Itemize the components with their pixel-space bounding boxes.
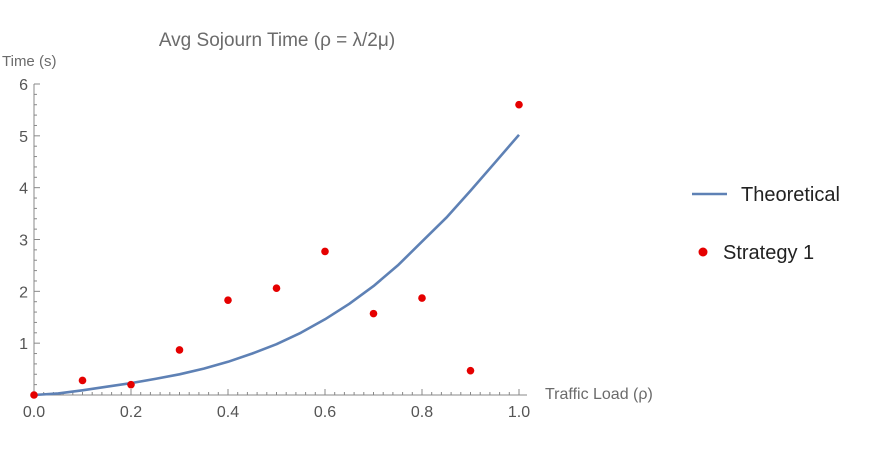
data-point-strategy-1 <box>30 391 38 399</box>
data-point-strategy-1 <box>272 284 281 293</box>
x-tick-label: 0.2 <box>120 404 142 421</box>
legend: Theoretical Strategy 1 <box>692 184 840 264</box>
x-axis-label: Traffic Load (ρ) <box>545 386 653 403</box>
y-tick-label: 1 <box>19 336 28 353</box>
legend-marker-strategy-1 <box>698 247 708 257</box>
y-tick-label: 5 <box>19 129 28 146</box>
y-tick-label: 6 <box>19 77 28 94</box>
data-point-strategy-1 <box>175 346 184 354</box>
legend-label-strategy-1: Strategy 1 <box>723 242 814 264</box>
data-point-strategy-1 <box>418 294 426 302</box>
x-tick-label: 0.0 <box>23 404 45 421</box>
axes-group: 0.0 0.2 0.4 0.6 0.8 1.0 1 2 3 4 5 6 <box>19 77 530 421</box>
chart-title: Avg Sojourn Time (ρ = λ/2μ) <box>159 30 395 51</box>
x-tick-label: 0.8 <box>411 404 433 421</box>
plot-area <box>30 100 523 399</box>
data-point-strategy-1 <box>321 247 329 256</box>
y-axis-label: Time (s) <box>2 53 56 70</box>
y-tick-label: 2 <box>19 284 28 301</box>
x-tick-label: 0.4 <box>217 404 239 421</box>
data-point-strategy-1 <box>466 366 475 375</box>
data-point-strategy-1 <box>515 100 523 109</box>
series-line-theoretical <box>33 133 520 397</box>
y-tick-label: 3 <box>19 233 28 250</box>
data-point-strategy-1 <box>78 376 87 385</box>
legend-label-theoretical: Theoretical <box>741 184 840 206</box>
data-point-strategy-1 <box>369 309 378 318</box>
data-point-strategy-1 <box>224 296 232 304</box>
x-tick-label: 0.6 <box>314 404 336 421</box>
x-tick-label: 1.0 <box>508 404 530 421</box>
y-tick-label: 4 <box>19 181 28 198</box>
data-point-strategy-1 <box>127 380 135 389</box>
